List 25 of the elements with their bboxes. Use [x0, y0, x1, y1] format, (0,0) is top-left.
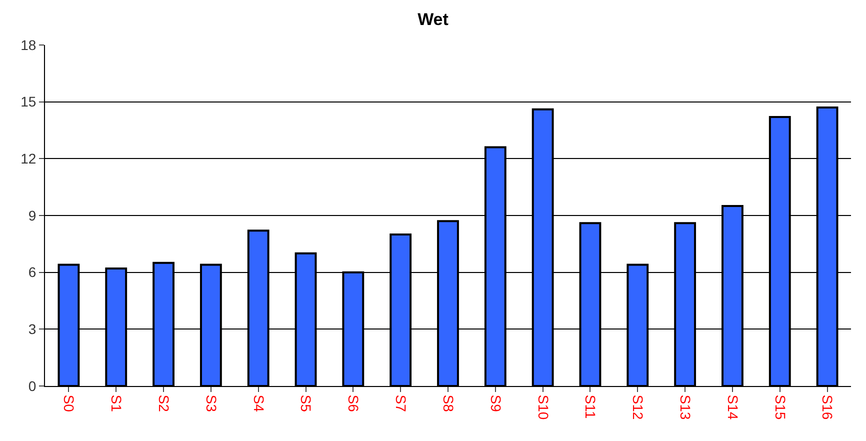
y-tick-label: 9: [28, 207, 36, 224]
y-tick-label: 12: [20, 150, 36, 167]
x-tick-label: S12: [630, 394, 646, 420]
x-tick-label: S11: [582, 394, 599, 419]
x-tick-label: S4: [250, 394, 267, 412]
x-tick-label: S3: [203, 394, 220, 412]
x-tick-label: S15: [772, 394, 788, 420]
chart-title: Wet: [418, 10, 449, 30]
x-tick-label: S10: [535, 394, 552, 420]
x-tick-label: S0: [61, 394, 78, 412]
x-tick-label: S5: [298, 394, 314, 412]
y-tick-label: 15: [20, 94, 36, 110]
x-tick-label: S9: [488, 394, 504, 412]
x-tick-label: S2: [156, 394, 172, 412]
x-tick-label: S13: [678, 394, 694, 420]
y-tick-label: 6: [28, 264, 36, 280]
x-tick-label: S1: [108, 394, 125, 412]
x-tick-label: S16: [820, 394, 836, 420]
x-tick-label: S8: [440, 394, 456, 412]
y-tick-label: 0: [28, 378, 36, 394]
x-tick-label: S14: [724, 394, 741, 420]
x-tick-label: S6: [346, 394, 362, 412]
y-tick-label: 18: [20, 36, 36, 53]
y-tick-label: 3: [28, 321, 36, 338]
x-tick-label: S7: [393, 394, 410, 412]
